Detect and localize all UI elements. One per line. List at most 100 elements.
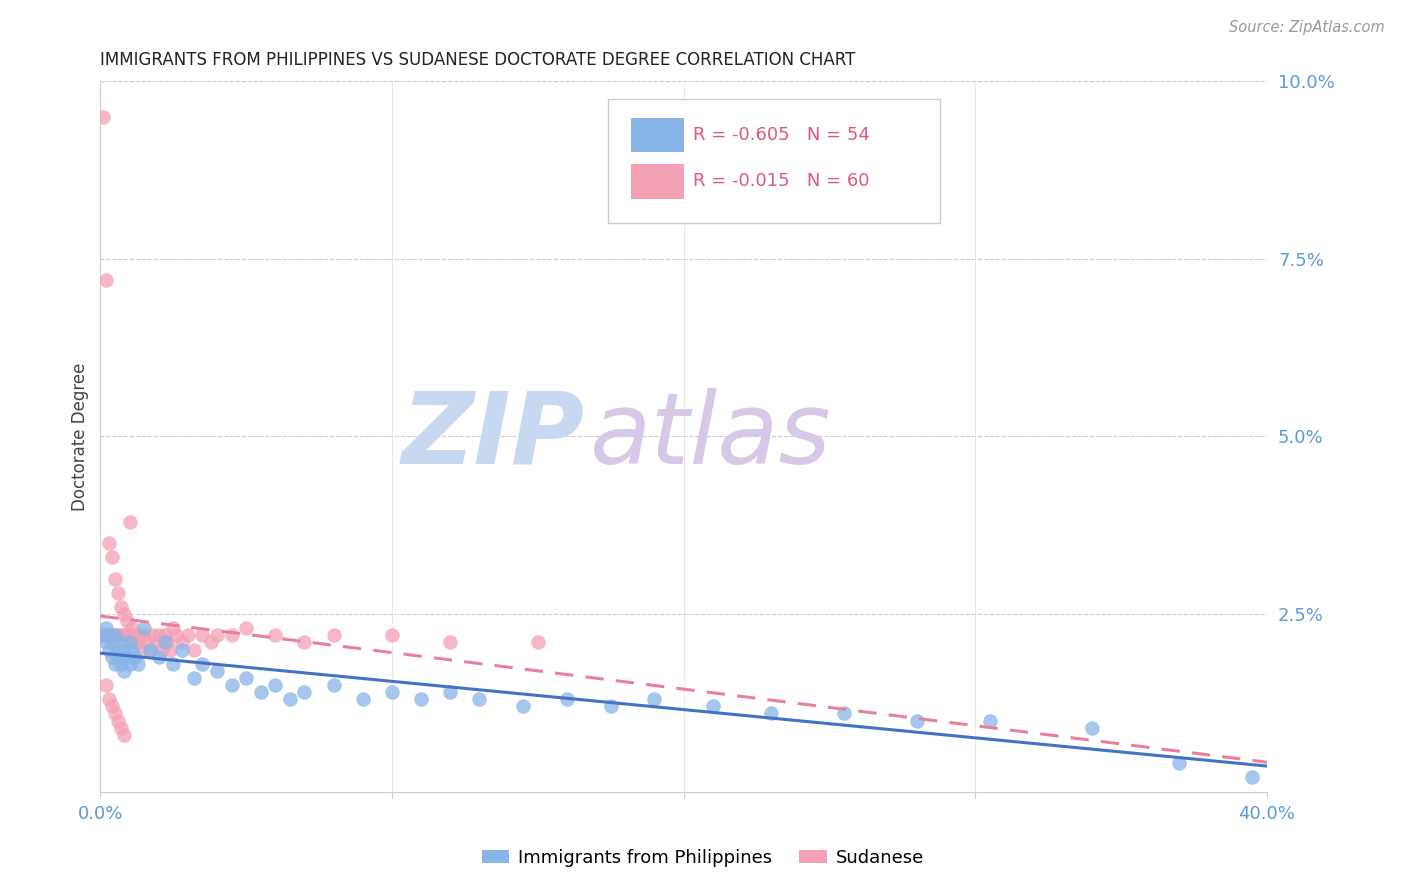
Point [124,628,146,642]
Point [411,692,433,706]
Point [112,728,135,742]
Point [104,657,127,671]
Text: IMMIGRANTS FROM PHILIPPINES VS SUDANESE DOCTORATE DEGREE CORRELATION CHART: IMMIGRANTS FROM PHILIPPINES VS SUDANESE … [100,51,856,69]
Point [439,635,461,649]
Point [112,664,135,678]
Point [110,628,132,642]
Point [115,628,138,642]
Point [98,628,121,642]
Point [165,628,187,642]
Point [145,635,167,649]
Point [322,678,344,692]
Point [139,642,162,657]
Point [235,671,257,685]
Point [205,628,228,642]
Point [91,628,114,642]
Point [235,621,257,635]
Point [132,621,155,635]
Text: R = -0.015   N = 60: R = -0.015 N = 60 [693,172,869,190]
Point [264,678,287,692]
Point [107,714,129,728]
Point [121,628,143,642]
Point [115,649,138,664]
Point [101,628,124,642]
Point [139,642,162,657]
Point [96,273,118,287]
Point [162,657,184,671]
Point [294,635,316,649]
Point [153,635,176,649]
Point [527,635,550,649]
Point [162,621,184,635]
Point [264,628,287,642]
Point [127,628,149,642]
Point [156,635,179,649]
Point [110,635,132,649]
Point [121,642,143,657]
Point [129,642,152,657]
Point [115,614,138,628]
Point [468,692,491,706]
Text: atlas: atlas [591,388,832,485]
Point [352,692,374,706]
Point [177,628,200,642]
Text: ZIP: ZIP [402,388,585,485]
Point [150,642,173,657]
Point [205,664,228,678]
Point [512,699,534,714]
Point [127,635,149,649]
Point [249,685,271,699]
Point [555,692,578,706]
Point [170,642,193,657]
Point [439,685,461,699]
Point [110,599,132,614]
Point [107,585,129,599]
Point [643,692,665,706]
Point [112,628,135,642]
Point [110,721,132,735]
Point [107,628,129,642]
Point [159,642,181,657]
FancyBboxPatch shape [607,99,941,223]
Point [98,642,121,657]
Point [101,550,124,565]
Point [104,572,127,586]
Point [599,699,621,714]
Point [107,649,129,664]
Point [98,628,121,642]
Point [702,699,724,714]
Point [221,628,243,642]
Point [121,621,143,635]
Point [381,628,404,642]
Point [1081,721,1104,735]
Point [170,635,193,649]
Y-axis label: Doctorate Degree: Doctorate Degree [72,362,89,510]
Point [148,649,170,664]
Point [132,628,155,642]
Point [104,706,127,721]
Point [104,628,127,642]
Point [98,692,121,706]
Point [112,607,135,621]
Point [118,635,141,649]
Point [96,621,118,635]
Point [124,649,146,664]
Point [118,515,141,529]
Point [759,706,782,721]
Point [118,657,141,671]
Point [1241,771,1264,785]
Point [96,635,118,649]
Point [104,628,127,642]
Point [124,635,146,649]
Point [832,706,855,721]
Point [221,678,243,692]
Point [101,699,124,714]
Point [96,678,118,692]
Point [91,628,114,642]
Point [91,110,114,124]
Point [1168,756,1191,771]
Point [127,657,149,671]
Point [142,628,165,642]
Point [110,657,132,671]
Point [979,714,1001,728]
